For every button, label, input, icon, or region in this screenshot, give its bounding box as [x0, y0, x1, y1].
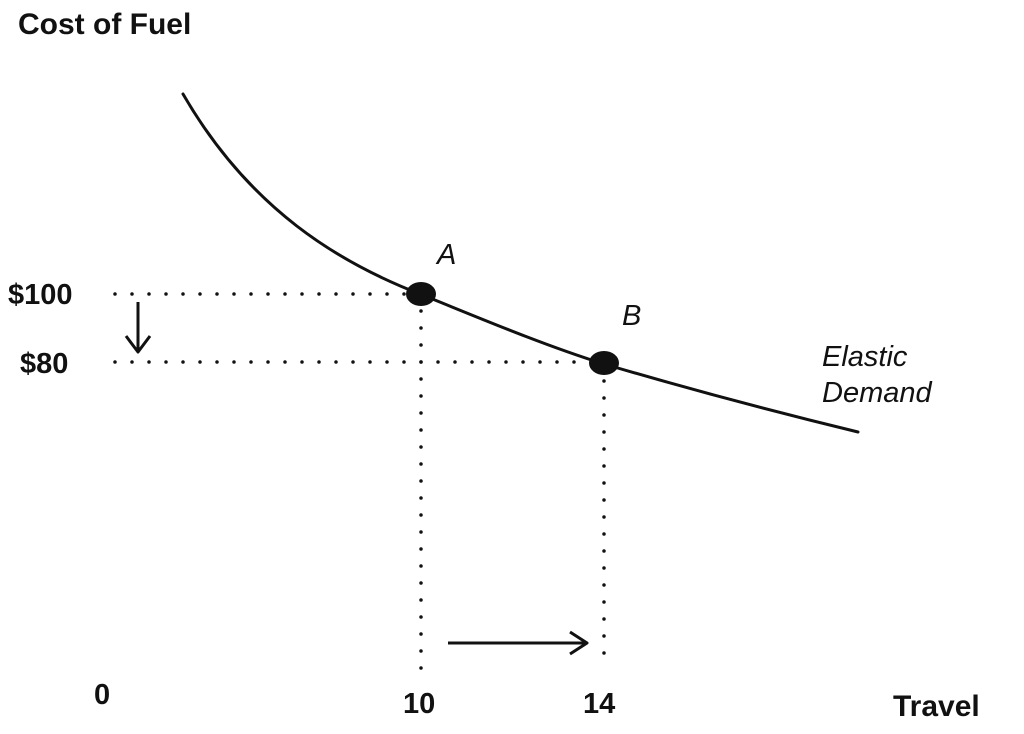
y-axis-title: Cost of Fuel	[18, 8, 191, 41]
curve-label-line-1: Elastic	[822, 341, 908, 373]
x-tick-label-10: 10	[403, 688, 435, 720]
point-a-marker	[406, 282, 436, 306]
x-tick-label-14: 14	[583, 688, 615, 720]
point-b-label: B	[622, 300, 641, 332]
travel-increase-arrow	[448, 630, 589, 656]
point-b-marker	[589, 351, 619, 375]
y-tick-label-100: $100	[8, 279, 73, 311]
y-tick-label-80: $80	[20, 348, 68, 380]
curve-label-line-2: Demand	[822, 377, 932, 409]
price-decrease-arrow	[124, 302, 152, 354]
origin-label: 0	[94, 679, 110, 711]
demand-curve	[181, 92, 860, 434]
point-a-label: A	[435, 239, 456, 271]
x-axis-title: Travel	[893, 690, 980, 723]
